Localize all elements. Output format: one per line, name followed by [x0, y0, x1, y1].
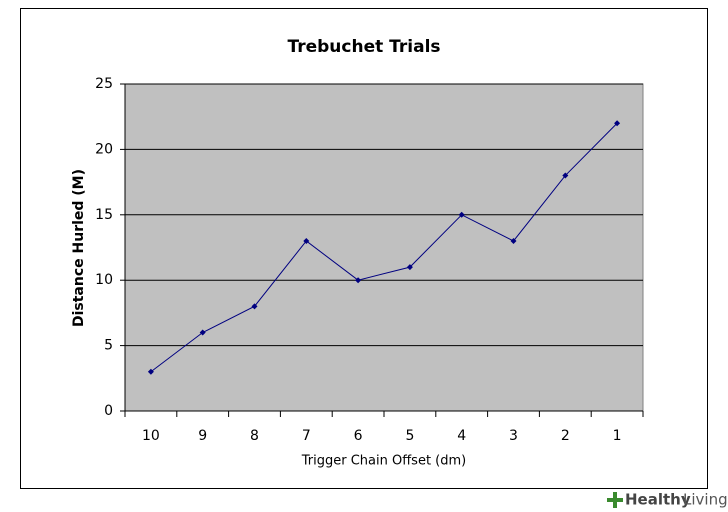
x-tick-label: 1	[613, 428, 622, 444]
x-tick-label: 3	[509, 428, 518, 444]
point-marker	[199, 329, 206, 336]
point-marker	[251, 303, 258, 310]
x-tick-label: 7	[302, 428, 311, 444]
y-tick-label: 5	[104, 338, 113, 354]
point-marker	[355, 277, 362, 284]
y-tick-label: 15	[95, 207, 113, 223]
y-tick-label: 20	[95, 141, 113, 157]
point-marker	[458, 211, 465, 218]
x-tick-label: 2	[561, 428, 570, 444]
point-marker	[147, 368, 154, 375]
watermark-brand: Healthy	[625, 491, 691, 509]
point-marker	[303, 237, 310, 244]
chart-title: Trebuchet Trials	[287, 37, 440, 57]
watermark: Healthy Living	[607, 491, 728, 509]
x-tick-label: 8	[250, 428, 259, 444]
y-tick-label: 0	[104, 403, 113, 419]
point-marker	[614, 120, 621, 127]
x-axis-label: Trigger Chain Offset (dm)	[301, 454, 466, 469]
series-line	[150, 122, 618, 373]
watermark-section: Living	[683, 491, 728, 509]
y-tick-label: 10	[95, 272, 113, 288]
point-marker	[562, 172, 569, 179]
x-tick-label: 6	[354, 428, 363, 444]
x-tick-label: 4	[457, 428, 466, 444]
y-tick-label: 25	[95, 76, 113, 92]
watermark-icon	[607, 492, 623, 508]
plot-area	[124, 83, 644, 412]
point-marker	[406, 264, 413, 271]
y-axis-label: Distance Hurled (M)	[71, 169, 87, 327]
x-tick-label: 9	[198, 428, 207, 444]
x-tick-label: 10	[142, 428, 160, 444]
point-marker	[510, 237, 517, 244]
x-tick-label: 5	[405, 428, 414, 444]
